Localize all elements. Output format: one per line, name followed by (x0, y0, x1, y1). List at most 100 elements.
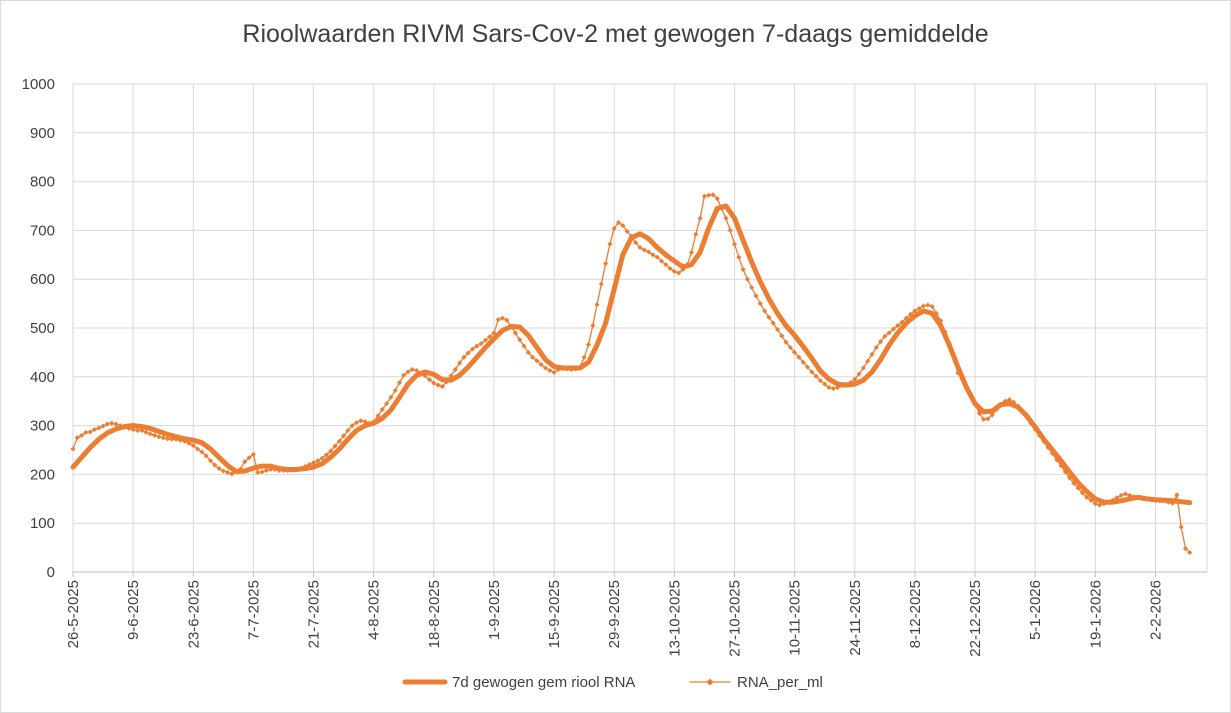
y-tick-label: 800 (30, 174, 55, 191)
y-tick-label: 1000 (22, 76, 55, 93)
data-point (418, 370, 424, 376)
data-point (744, 276, 750, 282)
data-point (1006, 397, 1012, 403)
legend: 7d gewogen gem riool RNA RNA_per_ml (402, 674, 823, 691)
data-point (942, 329, 948, 335)
data-point (375, 413, 381, 419)
data-point (156, 434, 162, 440)
data-point (1127, 492, 1133, 498)
data-point (830, 385, 836, 392)
data-point (345, 427, 351, 434)
data-point (693, 231, 699, 237)
y-tick-label: 300 (30, 418, 55, 435)
data-point (491, 330, 497, 336)
x-tick-labels: 26-5-2025 9-6-2025 23-6-2025 7-7-2025 21-7-2… (65, 580, 1164, 657)
data-point (688, 249, 695, 255)
data-point (856, 371, 862, 377)
data-point (976, 410, 982, 416)
data-point (332, 443, 338, 449)
legend-entry: RNA_per_ml (689, 674, 823, 691)
data-point (302, 464, 308, 470)
data-point (474, 343, 480, 349)
data-point (1066, 475, 1073, 481)
data-point (91, 426, 98, 433)
data-point (1075, 485, 1081, 491)
data-point (706, 192, 712, 198)
data-point (405, 369, 411, 375)
data-point (396, 380, 403, 386)
data-point (989, 412, 995, 418)
data-point (882, 333, 888, 339)
data-point (641, 247, 647, 253)
data-point (1135, 495, 1141, 501)
data-point (886, 330, 892, 336)
data-point (560, 365, 566, 372)
data-point (1178, 524, 1184, 530)
x-tick-label: 8-12-2025 (907, 580, 924, 648)
data-point (225, 469, 231, 475)
data-point (1049, 450, 1055, 456)
data-point (452, 366, 458, 373)
y-tick-label: 600 (30, 271, 55, 288)
data-point (667, 265, 673, 272)
data-point (233, 469, 239, 475)
data-point (74, 435, 80, 441)
data-point (229, 471, 235, 477)
data-point (448, 373, 454, 379)
data-point (727, 227, 733, 233)
legend-entry: 7d gewogen gem riool RNA (402, 674, 635, 691)
data-point (276, 467, 282, 474)
data-point (121, 424, 128, 430)
series-line (72, 194, 1191, 554)
gridlines (72, 83, 1208, 572)
data-point (117, 423, 123, 429)
data-point (203, 453, 209, 459)
data-point (731, 241, 738, 247)
data-point (246, 455, 252, 461)
y-tick-label: 700 (30, 222, 55, 239)
data-point (925, 302, 931, 308)
x-tick-label: 5-1-2026 (1027, 580, 1044, 640)
data-point (147, 431, 153, 437)
data-point (611, 225, 617, 231)
data-point (186, 440, 192, 446)
data-point (530, 354, 536, 360)
x-tick-label: 1-9-2025 (486, 580, 503, 640)
data-point (1097, 502, 1103, 508)
data-point (534, 358, 540, 364)
data-point (603, 261, 609, 267)
data-point (457, 360, 463, 366)
data-point (1144, 496, 1150, 502)
y-tick-label: 500 (30, 320, 55, 337)
x-tick-label: 10-11-2025 (787, 580, 804, 656)
data-point (1019, 408, 1025, 414)
data-point (199, 449, 205, 455)
x-tick-label: 21-7-2025 (306, 580, 323, 648)
data-point (431, 380, 437, 386)
data-point (328, 448, 334, 454)
data-point (384, 401, 390, 407)
data-point (237, 466, 244, 472)
data-point (190, 443, 196, 449)
x-tick-label: 18-8-2025 (426, 580, 443, 648)
data-point (315, 458, 321, 464)
data-point (323, 452, 329, 458)
data-point (392, 387, 398, 394)
axes (72, 571, 1207, 577)
data-point (139, 427, 145, 434)
data-point (96, 425, 102, 431)
data-point (628, 233, 634, 239)
y-tick-label: 900 (30, 125, 55, 142)
data-point (826, 384, 832, 391)
data-point (968, 391, 974, 397)
data-point (753, 293, 759, 299)
data-point (573, 366, 579, 372)
data-point (792, 349, 798, 355)
data-point (371, 419, 377, 425)
y-tick-label: 200 (30, 466, 55, 483)
y-tick-labels: 0 100 200 300 400 500 600 700 800 900 1000 (22, 76, 55, 581)
legend-label: RNA_per_ml (737, 674, 823, 691)
data-point (336, 438, 342, 444)
data-point (87, 429, 93, 435)
data-point (908, 311, 914, 317)
